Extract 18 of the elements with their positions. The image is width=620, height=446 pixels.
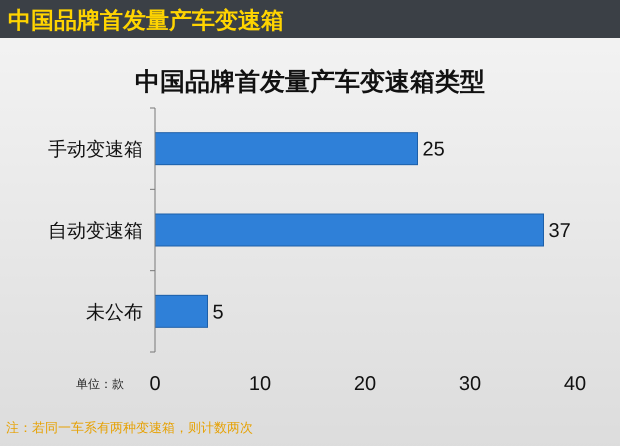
x-tick-label: 40 bbox=[564, 373, 586, 395]
y-tick-label: 自动变速箱 bbox=[48, 220, 143, 242]
x-tick-label: 30 bbox=[458, 373, 482, 395]
bar bbox=[154, 132, 418, 166]
data-label: 25 bbox=[422, 138, 445, 161]
x-tick-label: 0 bbox=[149, 373, 161, 395]
x-axis-title: 单位：款 bbox=[76, 377, 124, 391]
bar bbox=[154, 214, 544, 246]
x-tick-label: 20 bbox=[354, 373, 376, 395]
y-tick-label: 手动变速箱 bbox=[48, 138, 143, 161]
chart-title: 中国品牌首发量产车变速箱 bbox=[8, 7, 284, 33]
y-tick-label: 未公布 bbox=[86, 302, 143, 324]
text: 注：若同一车系有两种变速箱，则计数两次 bbox=[6, 420, 253, 435]
x-tick-label: 10 bbox=[248, 373, 272, 395]
chart-subtitle: 中国品牌首发量产车变速箱类型 bbox=[135, 68, 485, 96]
data-label: 37 bbox=[548, 220, 571, 242]
bar bbox=[154, 294, 208, 328]
data-label: 5 bbox=[212, 301, 224, 324]
